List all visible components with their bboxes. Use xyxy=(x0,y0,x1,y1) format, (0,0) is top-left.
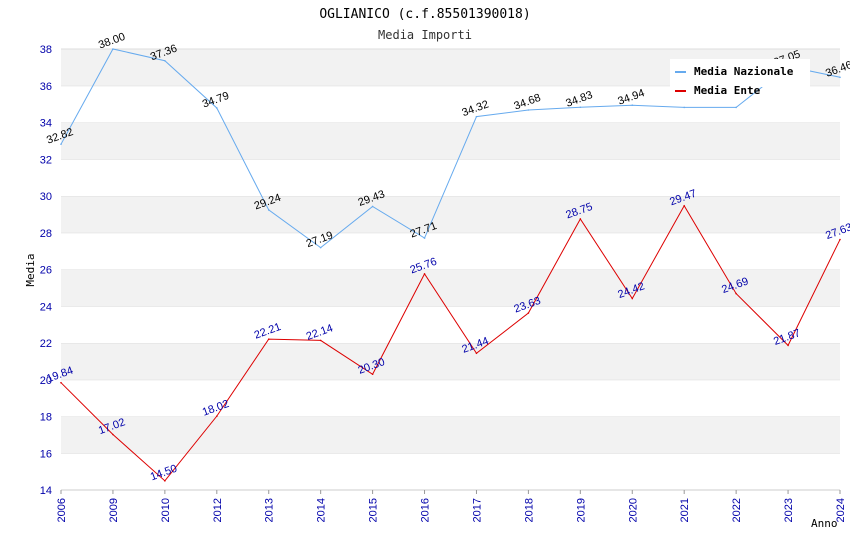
x-tick-label: 2016 xyxy=(420,498,432,522)
data-point xyxy=(683,204,685,207)
y-tick-label: 38 xyxy=(40,44,52,56)
data-label: 38.00 xyxy=(97,31,127,52)
y-tick-label: 20 xyxy=(40,375,52,387)
data-point xyxy=(371,373,374,376)
y-tick-label: 28 xyxy=(40,228,52,240)
chart-subtitle: Media Importi xyxy=(378,28,472,42)
x-tick-label: 2019 xyxy=(575,498,587,522)
y-tick-label: 22 xyxy=(40,338,52,350)
grid-band xyxy=(61,416,840,454)
series-lines xyxy=(60,48,841,482)
data-point xyxy=(631,297,634,300)
data-point xyxy=(475,352,478,355)
data-point xyxy=(60,143,62,145)
data-point xyxy=(164,480,166,482)
data-point xyxy=(579,106,582,109)
y-tick-label: 34 xyxy=(40,118,52,130)
grid-band xyxy=(61,453,840,490)
data-point xyxy=(735,106,737,109)
legend-box xyxy=(670,59,810,87)
x-axis-label: Anno xyxy=(811,517,838,530)
grid-band xyxy=(61,379,840,417)
grid-band xyxy=(61,85,840,123)
y-tick-label: 14 xyxy=(40,485,52,497)
data-point xyxy=(267,338,270,340)
y-tick-label: 26 xyxy=(40,265,52,277)
grid-band xyxy=(61,232,840,270)
legend: Media Nazionale Media Ente xyxy=(670,59,810,97)
data-point xyxy=(216,107,218,109)
grid-band xyxy=(61,196,840,233)
data-point xyxy=(683,106,685,109)
grid-band xyxy=(61,269,840,307)
x-tick-label: 2012 xyxy=(212,498,224,522)
x-tick-label: 2014 xyxy=(316,498,328,522)
data-point xyxy=(164,59,166,62)
x-tick-label: 2010 xyxy=(160,498,172,522)
legend-label-media-ente: Media Ente xyxy=(694,84,761,97)
data-point xyxy=(371,205,374,208)
data-point xyxy=(319,339,322,342)
data-point xyxy=(112,433,114,436)
grid-band xyxy=(61,343,840,380)
data-point xyxy=(527,109,530,111)
data-point xyxy=(319,246,322,249)
y-tick-label: 30 xyxy=(40,191,52,203)
x-tick-label: 2017 xyxy=(471,498,483,522)
series-line-media-nazionale xyxy=(60,48,841,249)
y-tick-label: 36 xyxy=(40,81,52,93)
x-tick-label: 2009 xyxy=(108,498,120,522)
legend-label-media-nazionale: Media Nazionale xyxy=(694,65,794,78)
x-tick-label: 2020 xyxy=(627,498,639,522)
plot-bands xyxy=(61,48,840,490)
x-tick-label: 2015 xyxy=(368,498,380,522)
data-point xyxy=(423,273,426,275)
x-tick-label: 2006 xyxy=(56,498,68,522)
y-axis-ticks: 14 16 18 20 22 24 26 28 30 32 34 36 38 xyxy=(40,44,52,497)
data-point xyxy=(579,218,582,220)
y-tick-label: 32 xyxy=(40,154,52,166)
grid-band xyxy=(61,122,840,160)
y-tick-label: 18 xyxy=(40,412,52,424)
data-point xyxy=(631,104,634,107)
data-point xyxy=(267,209,270,211)
series-line-media-ente xyxy=(60,204,841,482)
data-point xyxy=(60,381,62,384)
x-tick-label: 2023 xyxy=(783,498,795,522)
data-point xyxy=(787,344,789,347)
data-point xyxy=(216,415,218,417)
y-tick-label: 24 xyxy=(40,301,52,313)
data-point xyxy=(475,115,478,118)
grid-band xyxy=(61,306,840,343)
x-tick-label: 2024 xyxy=(835,498,847,522)
x-tick-label: 2018 xyxy=(523,498,535,522)
x-axis-ticks: 2006 2009 2010 2012 2013 2014 2015 2016 2017 2018… xyxy=(56,490,847,522)
chart-title: OGLIANICO (c.f.85501390018) xyxy=(319,7,530,22)
y-tick-label: 16 xyxy=(40,448,52,460)
data-point xyxy=(839,76,841,79)
data-point xyxy=(112,48,114,50)
data-point xyxy=(423,237,426,239)
x-tick-label: 2021 xyxy=(679,498,691,522)
data-point xyxy=(735,292,737,295)
x-tick-label: 2022 xyxy=(731,498,743,522)
data-point xyxy=(527,312,530,314)
y-axis-label: Media xyxy=(24,253,37,286)
data-point xyxy=(839,238,841,241)
x-tick-label: 2013 xyxy=(264,498,276,522)
